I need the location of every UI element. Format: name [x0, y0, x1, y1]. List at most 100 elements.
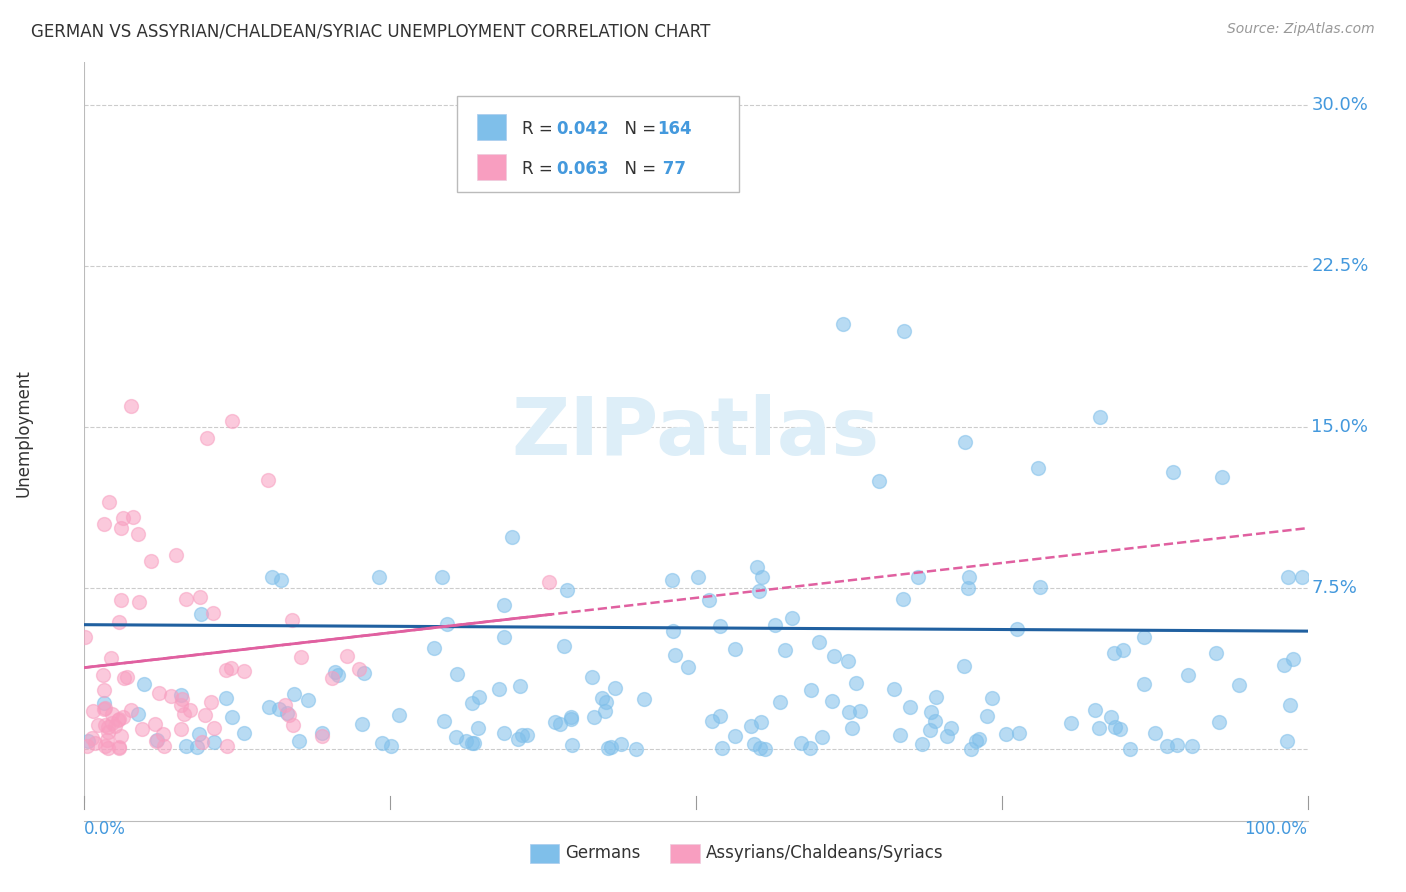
- Point: [920, 705, 942, 719]
- Point: [1028, 580, 1050, 594]
- Point: [76, 739, 98, 753]
- Point: [555, 582, 578, 597]
- Point: [1272, 658, 1295, 673]
- Point: [581, 670, 603, 684]
- Point: [941, 721, 963, 735]
- Point: [544, 714, 567, 729]
- Point: [509, 679, 531, 693]
- Point: [84, 736, 107, 750]
- Text: 100.0%: 100.0%: [1244, 820, 1308, 838]
- Point: [350, 717, 373, 731]
- Point: [709, 619, 731, 633]
- Point: [76, 734, 98, 748]
- Point: [430, 570, 453, 584]
- Point: [751, 570, 773, 584]
- Point: [433, 714, 456, 728]
- Point: [87, 718, 110, 732]
- Point: [388, 708, 411, 723]
- Text: ZIPatlas: ZIPatlas: [512, 393, 880, 472]
- Point: [152, 727, 174, 741]
- Point: [170, 688, 193, 702]
- Point: [769, 696, 792, 710]
- Point: [173, 706, 195, 721]
- Point: [108, 740, 131, 755]
- Point: [153, 739, 176, 754]
- Point: [257, 700, 280, 714]
- Point: [297, 692, 319, 706]
- Point: [1060, 715, 1083, 730]
- Point: [328, 667, 350, 681]
- Point: [371, 736, 394, 750]
- Point: [256, 473, 278, 487]
- Text: 77: 77: [657, 160, 686, 178]
- Point: [202, 721, 225, 735]
- Point: [1084, 703, 1107, 717]
- Point: [1104, 720, 1126, 734]
- Point: [436, 617, 458, 632]
- Point: [1007, 725, 1029, 739]
- Point: [953, 658, 976, 673]
- Point: [120, 399, 142, 413]
- Text: N =: N =: [614, 120, 661, 137]
- Point: [195, 431, 218, 445]
- Point: [749, 715, 772, 730]
- Point: [538, 574, 561, 589]
- Point: [925, 690, 948, 704]
- Point: [1177, 667, 1199, 681]
- Point: [1099, 709, 1122, 723]
- Point: [107, 713, 129, 727]
- Point: [283, 688, 305, 702]
- Point: [811, 730, 834, 744]
- Point: [600, 740, 623, 755]
- Point: [953, 435, 976, 450]
- Point: [685, 109, 707, 123]
- Point: [506, 731, 529, 746]
- Point: [808, 634, 831, 648]
- Point: [1282, 652, 1305, 666]
- Point: [468, 690, 491, 704]
- Point: [837, 654, 859, 668]
- Text: GERMAN VS ASSYRIAN/CHALDEAN/SYRIAC UNEMPLOYMENT CORRELATION CHART: GERMAN VS ASSYRIAN/CHALDEAN/SYRIAC UNEMP…: [31, 22, 710, 40]
- Point: [891, 591, 914, 606]
- Text: Assyrians/Chaldeans/Syriacs: Assyrians/Chaldeans/Syriacs: [706, 844, 943, 863]
- Point: [93, 696, 115, 710]
- Point: [610, 737, 633, 751]
- Point: [368, 570, 391, 584]
- Point: [799, 740, 821, 755]
- Point: [661, 573, 683, 587]
- Text: 0.0%: 0.0%: [84, 820, 127, 838]
- Text: 164: 164: [657, 120, 692, 137]
- Point: [200, 695, 222, 709]
- Point: [131, 722, 153, 736]
- Point: [202, 735, 225, 749]
- Point: [233, 726, 256, 740]
- Point: [274, 698, 297, 712]
- Point: [323, 665, 346, 680]
- Text: 30.0%: 30.0%: [1312, 96, 1368, 114]
- Point: [907, 570, 929, 584]
- Point: [91, 668, 114, 682]
- Point: [624, 741, 647, 756]
- Point: [754, 741, 776, 756]
- Point: [111, 710, 134, 724]
- Point: [1108, 723, 1130, 737]
- Point: [959, 741, 981, 756]
- Point: [724, 641, 747, 656]
- Point: [380, 739, 402, 753]
- Point: [494, 598, 516, 612]
- Point: [1088, 409, 1111, 424]
- Point: [143, 717, 166, 731]
- Point: [1144, 726, 1167, 740]
- Point: [1208, 714, 1230, 729]
- Point: [217, 739, 239, 753]
- Point: [1181, 739, 1204, 754]
- Point: [456, 734, 478, 748]
- Point: [191, 735, 214, 749]
- Point: [749, 740, 772, 755]
- Point: [159, 689, 181, 703]
- Point: [883, 681, 905, 696]
- Point: [1291, 570, 1313, 584]
- Point: [838, 705, 860, 719]
- Point: [97, 720, 120, 734]
- FancyBboxPatch shape: [457, 95, 738, 192]
